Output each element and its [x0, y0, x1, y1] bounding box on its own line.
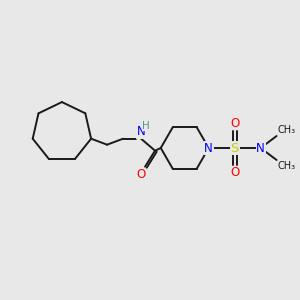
Text: N: N [256, 142, 265, 154]
Text: N: N [137, 125, 146, 138]
Text: S: S [230, 142, 239, 154]
Text: O: O [230, 116, 239, 130]
Text: H: H [142, 121, 150, 131]
Text: O: O [136, 168, 146, 181]
Text: O: O [230, 167, 239, 179]
Text: N: N [204, 142, 213, 154]
Text: CH₃: CH₃ [278, 125, 296, 135]
Text: CH₃: CH₃ [278, 161, 296, 171]
